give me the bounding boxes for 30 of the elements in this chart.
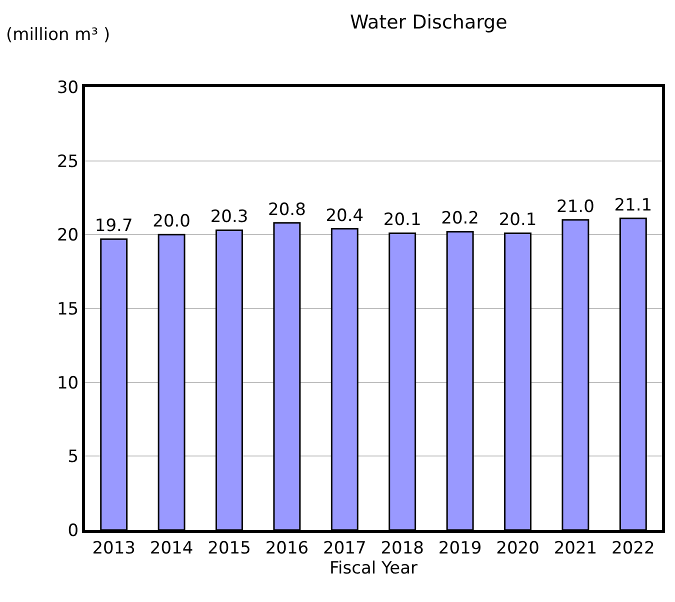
data-label: 20.2	[441, 208, 479, 229]
x-tick-label: 2021	[554, 538, 598, 558]
y-tick-label: 15	[56, 299, 79, 320]
x-tick-label: 2013	[92, 538, 136, 558]
x-axis-title: Fiscal Year	[329, 558, 418, 578]
y-tick-label: 10	[56, 373, 79, 394]
y-tick-label: 25	[56, 152, 79, 172]
y-tick-label: 20	[56, 226, 79, 246]
x-tick-label: 2018	[380, 538, 424, 558]
y-tick-label: 0	[68, 520, 79, 541]
data-label: 20.8	[268, 200, 306, 220]
data-label: 21.0	[556, 196, 594, 217]
data-label: 20.1	[498, 210, 537, 230]
data-label: 20.3	[210, 207, 248, 228]
y-tick-label: 5	[68, 447, 79, 468]
y-tick-label: 30	[56, 78, 79, 98]
data-label: 20.1	[383, 210, 422, 230]
data-label: 21.1	[614, 195, 652, 216]
x-tick-label: 2015	[208, 538, 251, 558]
chart-title: Water Discharge	[350, 11, 508, 34]
data-label: 20.0	[152, 212, 190, 232]
data-label: 20.4	[326, 206, 364, 226]
x-tick-label: 2019	[438, 538, 482, 558]
x-tick-label: 2017	[323, 538, 366, 558]
data-label: 19.7	[94, 216, 133, 236]
y-axis-title: (million m³ )	[6, 25, 110, 45]
x-tick-label: 2016	[265, 538, 309, 558]
x-tick-label: 2022	[612, 538, 655, 558]
x-tick-label: 2014	[150, 538, 194, 558]
x-tick-label: 2020	[496, 538, 540, 558]
